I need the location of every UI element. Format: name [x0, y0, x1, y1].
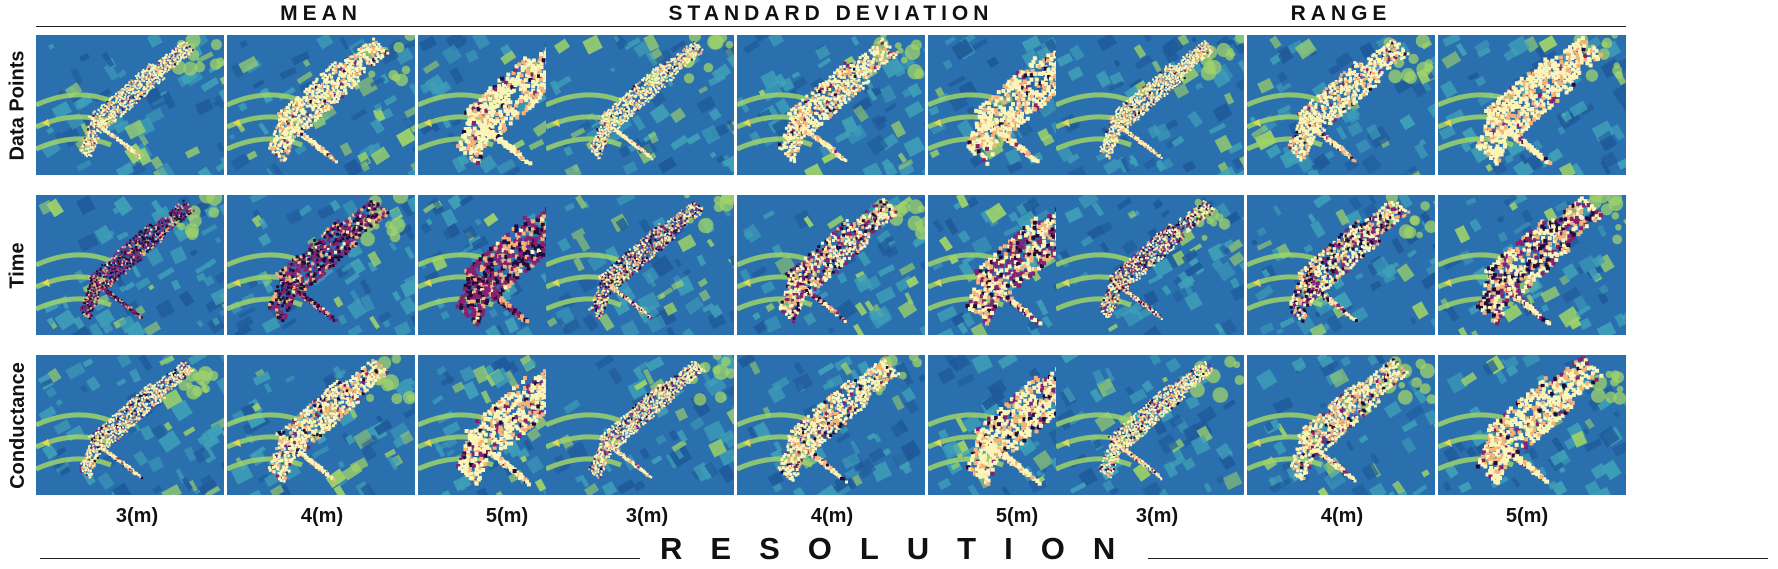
map-tile-svg: [36, 35, 224, 175]
map-tile-svg: [227, 355, 415, 495]
map-tile-2-2-1: [1247, 355, 1435, 495]
map-tile-2-1-0: [1056, 195, 1244, 335]
row-label-1: Time: [0, 195, 36, 335]
map-tile-2-0-2: [1438, 35, 1626, 175]
map-tile-svg: [1247, 355, 1435, 495]
map-tile-1-0-0: [546, 35, 734, 175]
map-tile-svg: [1247, 35, 1435, 175]
group-title-2: RANGE: [1056, 2, 1626, 27]
map-tile-svg: [737, 195, 925, 335]
map-tile-1-1-1: [737, 195, 925, 335]
map-tile-svg: [546, 195, 734, 335]
column-label-1-2: 5(m): [922, 505, 1112, 528]
map-tile-2-2-2: [1438, 355, 1626, 495]
group-title-1: STANDARD DEVIATION: [546, 2, 1116, 27]
column-label-1-1: 4(m): [737, 505, 927, 528]
map-tile-2-2-0: [1056, 355, 1244, 495]
row-label-0: Data Points: [0, 35, 36, 175]
column-label-0-1: 4(m): [227, 505, 417, 528]
map-tile-0-1-0: [36, 195, 224, 335]
map-tile-svg: [737, 355, 925, 495]
row-label-2: Conductance: [0, 355, 36, 495]
row-label-text: Time: [7, 242, 30, 288]
map-tile-svg: [737, 35, 925, 175]
map-tile-svg: [546, 35, 734, 175]
map-tile-svg: [1056, 35, 1244, 175]
column-label-0-2: 5(m): [412, 505, 602, 528]
map-tile-1-2-1: [737, 355, 925, 495]
resolution-line-right: [1148, 558, 1768, 559]
map-tile-1-0-1: [737, 35, 925, 175]
map-tile-svg: [1438, 35, 1626, 175]
map-tile-0-1-1: [227, 195, 415, 335]
map-tile-svg: [36, 355, 224, 495]
group-title-0: MEAN: [36, 2, 606, 27]
map-tile-svg: [546, 355, 734, 495]
map-tile-0-2-0: [36, 355, 224, 495]
map-tile-2-0-1: [1247, 35, 1435, 175]
row-label-text: Data Points: [7, 50, 30, 160]
column-label-1-0: 3(m): [552, 505, 742, 528]
map-tile-svg: [1438, 195, 1626, 335]
resolution-title: RESOLUTION: [660, 531, 1120, 567]
resolution-line-left: [40, 558, 640, 559]
map-tile-2-1-2: [1438, 195, 1626, 335]
map-tile-svg: [227, 195, 415, 335]
column-label-2-0: 3(m): [1062, 505, 1252, 528]
map-tile-0-0-1: [227, 35, 415, 175]
column-label-0-0: 3(m): [42, 505, 232, 528]
row-label-text: Conductance: [7, 362, 30, 489]
map-tile-svg: [1247, 195, 1435, 335]
map-tile-1-1-0: [546, 195, 734, 335]
map-tile-0-2-1: [227, 355, 415, 495]
map-tile-svg: [1056, 355, 1244, 495]
map-tile-2-1-1: [1247, 195, 1435, 335]
map-tile-svg: [1438, 355, 1626, 495]
map-tile-svg: [36, 195, 224, 335]
map-tile-0-0-0: [36, 35, 224, 175]
map-tile-svg: [1056, 195, 1244, 335]
column-label-2-1: 4(m): [1247, 505, 1437, 528]
map-tile-2-0-0: [1056, 35, 1244, 175]
map-tile-svg: [227, 35, 415, 175]
column-label-2-2: 5(m): [1432, 505, 1622, 528]
map-tile-1-2-0: [546, 355, 734, 495]
